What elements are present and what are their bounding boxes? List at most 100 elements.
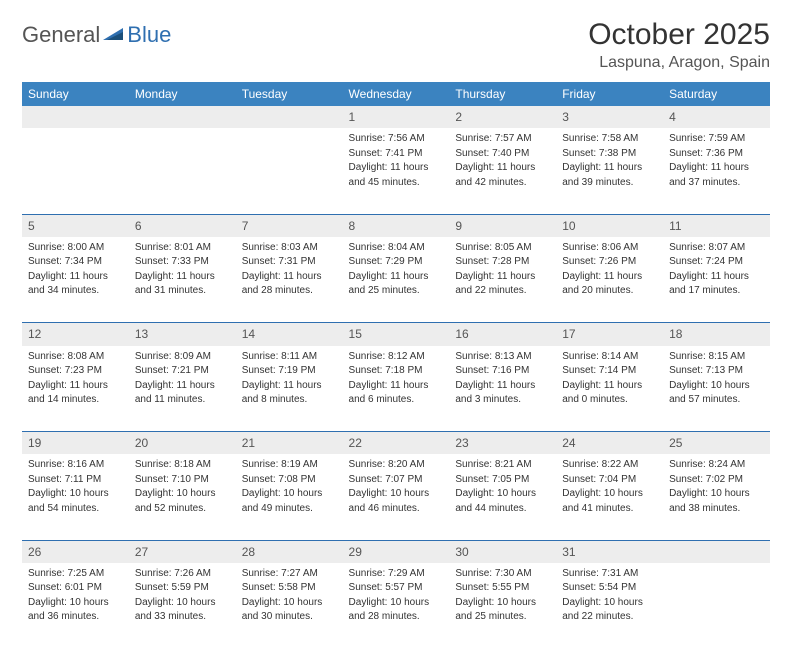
day-info-line: Sunset: 7:07 PM (349, 473, 444, 487)
calendar-table: SundayMondayTuesdayWednesdayThursdayFrid… (22, 82, 770, 649)
day-info-line: Sunrise: 8:05 AM (455, 241, 550, 255)
day-info-line: and 20 minutes. (562, 284, 657, 298)
day-info-line: Daylight: 10 hours (242, 596, 337, 610)
day-number: 6 (129, 214, 236, 237)
day-info-line: Daylight: 11 hours (349, 161, 444, 175)
day-info-line: Sunrise: 8:21 AM (455, 458, 550, 472)
day-header-row: SundayMondayTuesdayWednesdayThursdayFrid… (22, 82, 770, 106)
day-info-line: Sunset: 7:41 PM (349, 147, 444, 161)
day-info-line: and 17 minutes. (669, 284, 764, 298)
day-info-line: Daylight: 10 hours (562, 596, 657, 610)
day-info-line: Daylight: 11 hours (562, 379, 657, 393)
day-cell: Sunrise: 8:01 AMSunset: 7:33 PMDaylight:… (129, 237, 236, 323)
day-cell: Sunrise: 8:18 AMSunset: 7:10 PMDaylight:… (129, 454, 236, 540)
day-info-line: Sunset: 7:26 PM (562, 255, 657, 269)
day-info-line: Sunset: 7:13 PM (669, 364, 764, 378)
day-cell: Sunrise: 7:29 AMSunset: 5:57 PMDaylight:… (343, 563, 450, 649)
day-number: 16 (449, 323, 556, 346)
day-info-line: and 38 minutes. (669, 502, 764, 516)
day-info-line: Sunrise: 8:09 AM (135, 350, 230, 364)
day-info-line: Sunset: 7:16 PM (455, 364, 550, 378)
day-cell: Sunrise: 8:12 AMSunset: 7:18 PMDaylight:… (343, 346, 450, 432)
header: General Blue October 2025 Laspuna, Arago… (22, 18, 770, 72)
day-info-line: and 31 minutes. (135, 284, 230, 298)
day-header: Friday (556, 82, 663, 106)
logo-word1: General (22, 22, 100, 48)
day-info-line: Sunrise: 8:03 AM (242, 241, 337, 255)
daynum-row: 567891011 (22, 214, 770, 237)
day-info-line: Sunset: 6:01 PM (28, 581, 123, 595)
info-row: Sunrise: 8:08 AMSunset: 7:23 PMDaylight:… (22, 346, 770, 432)
day-info-line: and 22 minutes. (455, 284, 550, 298)
day-info-line: Sunset: 7:21 PM (135, 364, 230, 378)
day-number: 8 (343, 214, 450, 237)
day-info-line: Daylight: 11 hours (669, 270, 764, 284)
day-cell: Sunrise: 8:19 AMSunset: 7:08 PMDaylight:… (236, 454, 343, 540)
day-info-line: Sunrise: 8:07 AM (669, 241, 764, 255)
day-info-line: Daylight: 11 hours (669, 161, 764, 175)
day-info-line: Sunrise: 8:19 AM (242, 458, 337, 472)
logo-triangle-icon (103, 26, 125, 42)
day-info-line: Sunset: 7:19 PM (242, 364, 337, 378)
day-number: 23 (449, 432, 556, 455)
day-number: 22 (343, 432, 450, 455)
day-cell: Sunrise: 7:58 AMSunset: 7:38 PMDaylight:… (556, 128, 663, 214)
day-info-line: Daylight: 10 hours (669, 487, 764, 501)
day-header: Thursday (449, 82, 556, 106)
day-header: Monday (129, 82, 236, 106)
day-info-line: Sunset: 7:40 PM (455, 147, 550, 161)
logo: General Blue (22, 22, 171, 48)
day-cell: Sunrise: 8:07 AMSunset: 7:24 PMDaylight:… (663, 237, 770, 323)
day-cell: Sunrise: 8:03 AMSunset: 7:31 PMDaylight:… (236, 237, 343, 323)
logo-word2: Blue (127, 22, 171, 48)
day-info-line: Sunrise: 8:20 AM (349, 458, 444, 472)
day-info-line: and 37 minutes. (669, 176, 764, 190)
day-cell: Sunrise: 8:04 AMSunset: 7:29 PMDaylight:… (343, 237, 450, 323)
day-info-line: Sunrise: 8:16 AM (28, 458, 123, 472)
info-row: Sunrise: 8:16 AMSunset: 7:11 PMDaylight:… (22, 454, 770, 540)
day-number: 29 (343, 540, 450, 563)
daynum-row: 1234 (22, 106, 770, 128)
day-info-line: Sunset: 7:23 PM (28, 364, 123, 378)
day-info-line: and 14 minutes. (28, 393, 123, 407)
day-number: 26 (22, 540, 129, 563)
day-info-line: Sunset: 7:33 PM (135, 255, 230, 269)
day-info-line: Daylight: 11 hours (455, 379, 550, 393)
info-row: Sunrise: 8:00 AMSunset: 7:34 PMDaylight:… (22, 237, 770, 323)
day-number: 19 (22, 432, 129, 455)
day-info-line: Sunrise: 7:29 AM (349, 567, 444, 581)
day-info-line: Sunrise: 8:22 AM (562, 458, 657, 472)
title-block: October 2025 Laspuna, Aragon, Spain (588, 18, 770, 72)
daynum-row: 19202122232425 (22, 432, 770, 455)
day-info-line: Daylight: 10 hours (562, 487, 657, 501)
day-info-line: Sunset: 5:58 PM (242, 581, 337, 595)
day-cell: Sunrise: 7:31 AMSunset: 5:54 PMDaylight:… (556, 563, 663, 649)
day-number: 21 (236, 432, 343, 455)
day-number: 5 (22, 214, 129, 237)
day-header: Sunday (22, 82, 129, 106)
day-number: 30 (449, 540, 556, 563)
day-info-line: Daylight: 10 hours (242, 487, 337, 501)
day-info-line: Daylight: 10 hours (28, 596, 123, 610)
day-info-line: and 39 minutes. (562, 176, 657, 190)
day-cell: Sunrise: 8:14 AMSunset: 7:14 PMDaylight:… (556, 346, 663, 432)
day-info-line: Sunset: 7:28 PM (455, 255, 550, 269)
day-number: 24 (556, 432, 663, 455)
day-header: Wednesday (343, 82, 450, 106)
day-cell: Sunrise: 8:05 AMSunset: 7:28 PMDaylight:… (449, 237, 556, 323)
day-cell: Sunrise: 8:11 AMSunset: 7:19 PMDaylight:… (236, 346, 343, 432)
day-info-line: Sunrise: 8:12 AM (349, 350, 444, 364)
day-info-line: Daylight: 11 hours (135, 379, 230, 393)
day-info-line: Daylight: 11 hours (28, 270, 123, 284)
day-info-line: Daylight: 11 hours (349, 379, 444, 393)
day-cell: Sunrise: 7:27 AMSunset: 5:58 PMDaylight:… (236, 563, 343, 649)
day-cell: Sunrise: 8:24 AMSunset: 7:02 PMDaylight:… (663, 454, 770, 540)
day-info-line: and 6 minutes. (349, 393, 444, 407)
day-info-line: and 54 minutes. (28, 502, 123, 516)
day-info-line: and 36 minutes. (28, 610, 123, 624)
day-info-line: Sunrise: 7:57 AM (455, 132, 550, 146)
day-number: 7 (236, 214, 343, 237)
day-info-line: and 45 minutes. (349, 176, 444, 190)
day-info-line: Daylight: 11 hours (562, 161, 657, 175)
day-info-line: Sunset: 7:31 PM (242, 255, 337, 269)
